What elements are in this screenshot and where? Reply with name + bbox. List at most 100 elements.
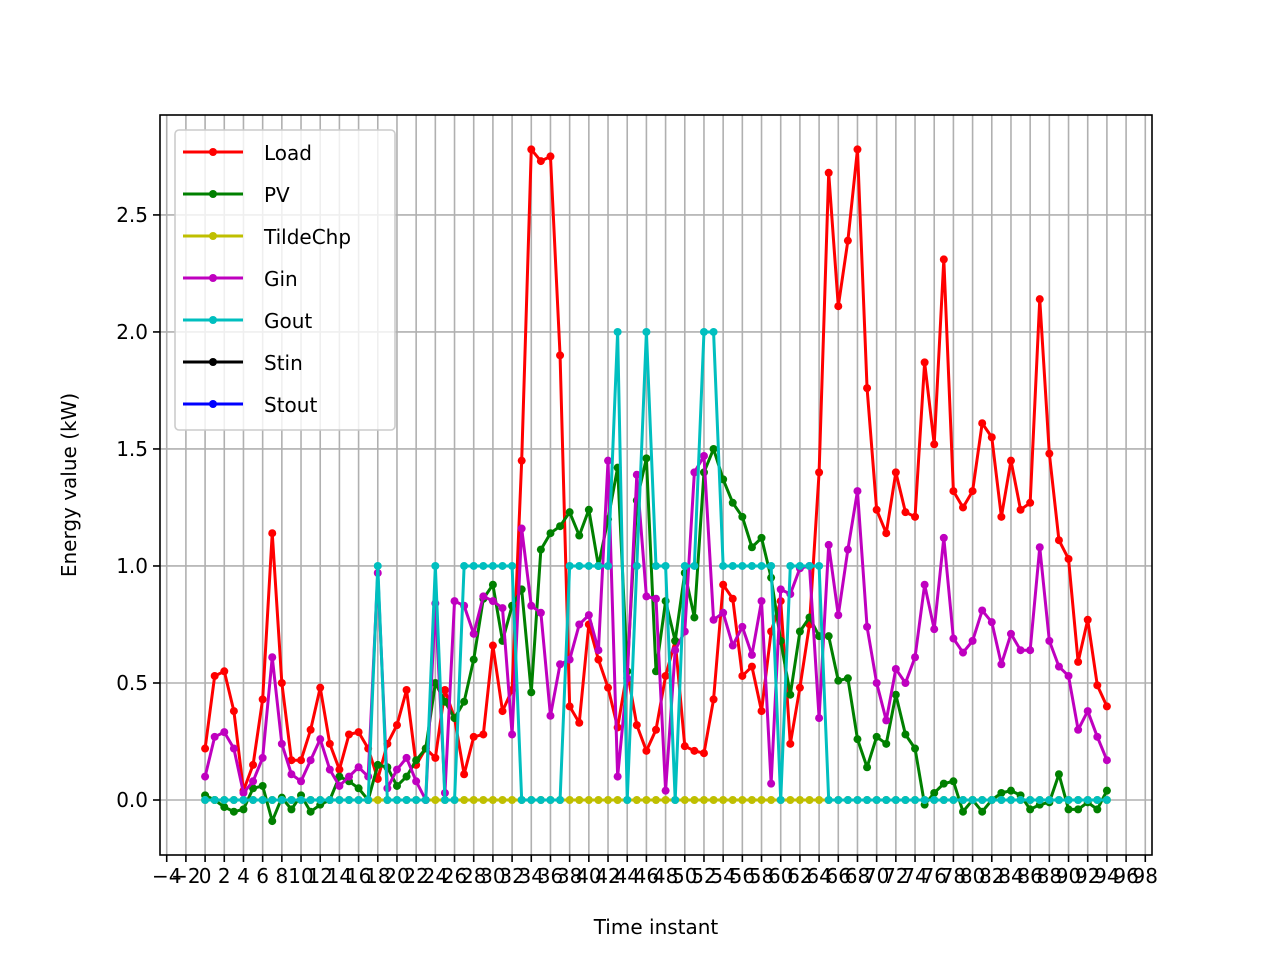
point: [1074, 805, 1083, 814]
point: [747, 561, 756, 570]
point: [1093, 805, 1102, 814]
point: [882, 716, 891, 725]
point: [632, 796, 641, 805]
point: [997, 660, 1006, 669]
point: [738, 671, 747, 680]
x-tick-label: 50: [672, 864, 697, 888]
point: [450, 597, 459, 606]
point: [584, 505, 593, 514]
point: [815, 714, 824, 723]
point: [546, 796, 555, 805]
x-tick-label: 54: [710, 864, 735, 888]
point: [872, 678, 881, 687]
point: [220, 667, 229, 676]
point: [249, 796, 258, 805]
point: [1035, 543, 1044, 552]
point: [220, 728, 229, 737]
legend-marker: [209, 190, 217, 198]
point: [1016, 796, 1025, 805]
point: [354, 784, 363, 793]
x-tick-label: 58: [749, 864, 774, 888]
point: [757, 707, 766, 716]
point: [460, 796, 469, 805]
axes-frame: [159, 114, 1153, 856]
point: [335, 765, 344, 774]
point: [786, 690, 795, 699]
x-tick-label: 0: [199, 864, 212, 888]
point: [392, 721, 401, 730]
point: [824, 796, 833, 805]
x-tick-label: 34: [519, 864, 544, 888]
point: [431, 561, 440, 570]
point: [939, 779, 948, 788]
point: [786, 561, 795, 570]
plot-area: [201, 145, 1111, 826]
y-tick-label: 2.0: [116, 320, 148, 344]
point: [1016, 646, 1025, 655]
point: [604, 456, 613, 465]
point: [325, 765, 334, 774]
point: [402, 772, 411, 781]
point: [719, 561, 728, 570]
point: [978, 419, 987, 428]
point: [364, 796, 373, 805]
y-axis-label: Energy value (kW): [57, 393, 81, 577]
point: [268, 796, 277, 805]
point: [891, 664, 900, 673]
point: [872, 505, 881, 514]
point: [584, 611, 593, 620]
point: [930, 796, 939, 805]
point: [757, 561, 766, 570]
point: [249, 784, 258, 793]
point: [939, 255, 948, 264]
legend-label: PV: [264, 183, 290, 207]
point: [747, 796, 756, 805]
point: [863, 763, 872, 772]
point: [623, 796, 632, 805]
point: [680, 561, 689, 570]
point: [959, 807, 968, 816]
point: [1054, 770, 1063, 779]
point: [249, 760, 258, 769]
x-tick-label: 32: [499, 864, 524, 888]
point: [479, 730, 488, 739]
point: [1006, 629, 1015, 638]
point: [652, 594, 660, 603]
point: [220, 796, 229, 805]
point: [709, 327, 718, 336]
point: [767, 796, 776, 805]
x-tick-label: 8: [275, 864, 288, 888]
x-tick-label: 2: [218, 864, 231, 888]
point: [527, 796, 536, 805]
point: [699, 749, 708, 758]
point: [1083, 707, 1092, 716]
x-tick-label: 18: [365, 864, 390, 888]
point: [1074, 725, 1083, 734]
point: [556, 796, 565, 805]
x-tick-label: 68: [845, 864, 870, 888]
point: [1064, 671, 1073, 680]
x-axis-label: Time instant: [593, 915, 719, 939]
point: [882, 739, 891, 748]
point: [277, 739, 286, 748]
point: [1054, 796, 1063, 805]
point: [527, 688, 536, 697]
point: [930, 788, 939, 797]
x-tick-label: 64: [806, 864, 831, 888]
legend-label: Stin: [264, 351, 303, 375]
point: [392, 765, 401, 774]
x-tick-label: 10: [288, 864, 313, 888]
point: [699, 451, 708, 460]
point: [949, 634, 958, 643]
point: [680, 796, 689, 805]
point: [402, 796, 411, 805]
point: [891, 690, 900, 699]
point: [834, 676, 843, 685]
point: [853, 796, 862, 805]
point: [460, 697, 469, 706]
point: [767, 561, 776, 570]
point: [920, 358, 929, 367]
point: [594, 561, 603, 570]
x-tick-label: 70: [864, 864, 889, 888]
legend-label: TildeChp: [263, 225, 351, 249]
